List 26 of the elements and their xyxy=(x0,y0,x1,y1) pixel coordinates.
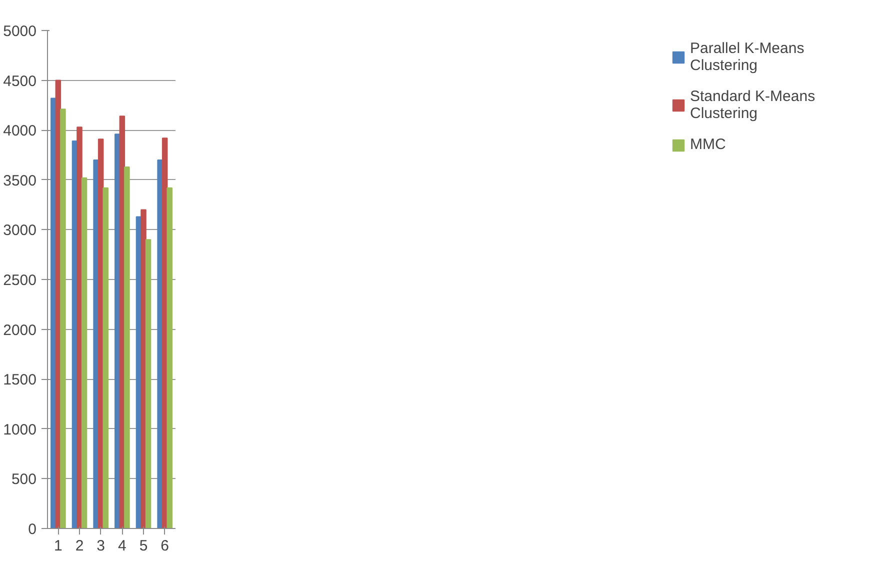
bar xyxy=(145,239,152,528)
y-tick-label: 5000 xyxy=(3,23,37,40)
y-tick-label: 500 xyxy=(11,471,37,488)
y-tick-label: 1000 xyxy=(3,421,37,438)
bar xyxy=(81,177,88,528)
bar xyxy=(102,187,108,528)
x-tick-label: 1 xyxy=(54,538,62,554)
bar xyxy=(124,166,130,528)
y-tick-label: 3000 xyxy=(3,222,37,240)
x-tick-label: 3 xyxy=(96,538,106,554)
legend-label: Standard K-Means Clustering xyxy=(690,88,816,122)
bar xyxy=(60,108,66,528)
bar xyxy=(166,187,172,528)
y-tick-label: 4500 xyxy=(3,72,37,90)
y-tick-label: 3500 xyxy=(3,172,37,190)
y-tick-label: 0 xyxy=(28,521,36,538)
x-tick-label: 4 xyxy=(118,538,126,554)
x-tick-label: 2 xyxy=(75,538,84,554)
y-tick-label: 2000 xyxy=(3,322,37,339)
legend-label: Parallel K-Means Clustering xyxy=(690,40,806,74)
x-tick-label: 6 xyxy=(160,538,170,554)
legend-label: MMC xyxy=(690,136,727,153)
x-tick-label: 5 xyxy=(139,538,148,554)
y-tick-label: 2500 xyxy=(3,272,37,289)
y-tick-label: 1500 xyxy=(3,372,37,389)
y-tick-label: 4000 xyxy=(3,122,37,140)
